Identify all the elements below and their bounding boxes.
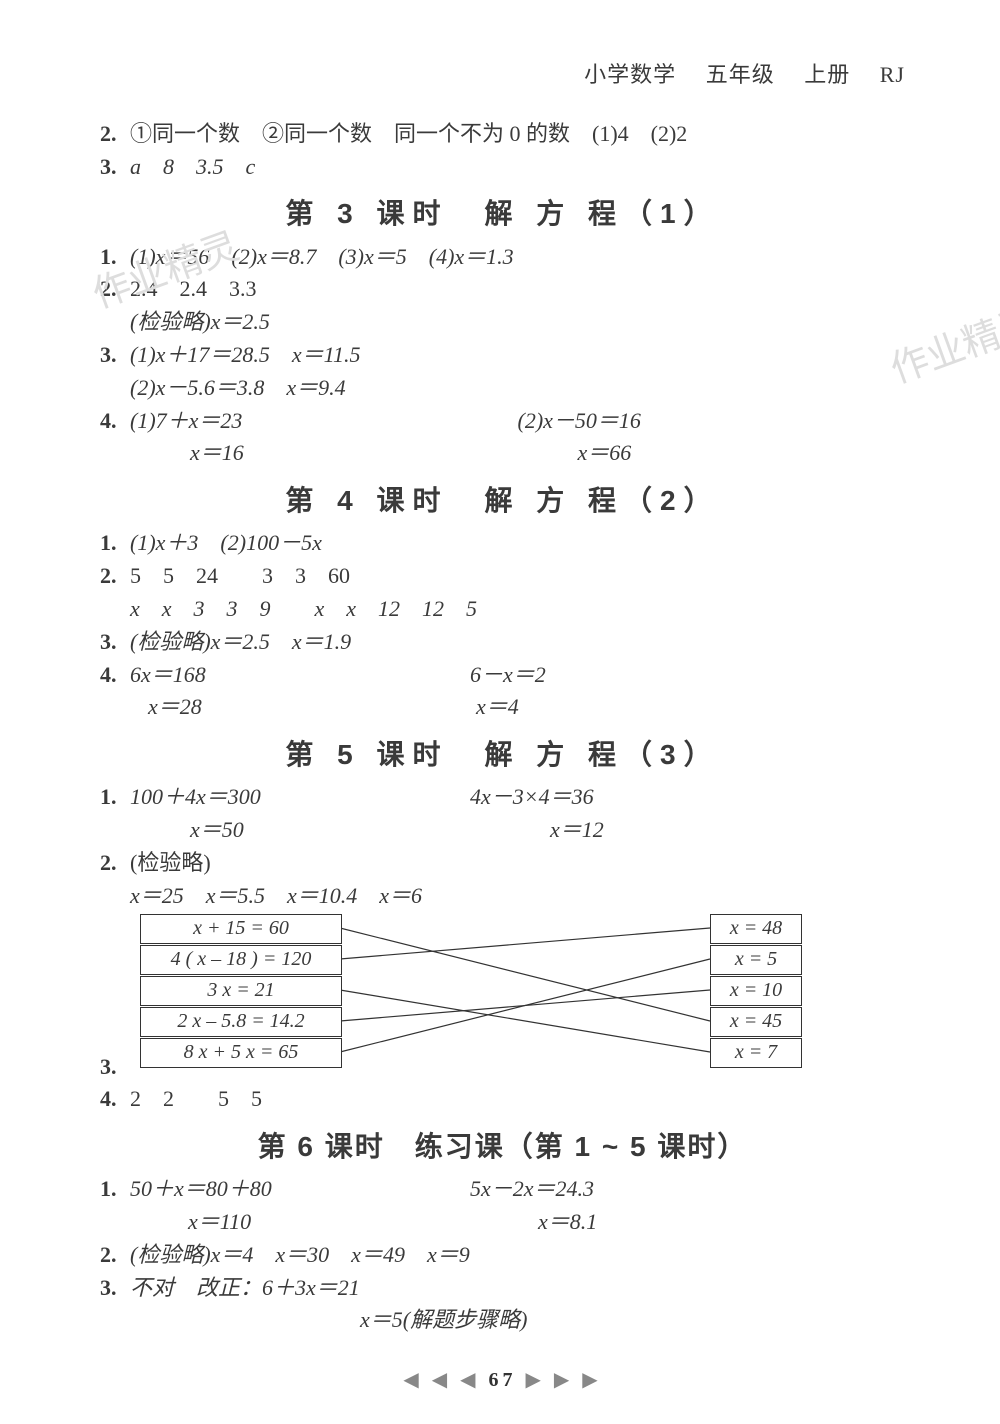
match-right-box: x = 7 [710, 1038, 802, 1068]
answer-text: 5 5 24 3 3 60 [130, 561, 905, 592]
l3-q3b: (2)x－5.6＝3.8 x＝9.4 [100, 373, 905, 404]
header-volume: 上册 [804, 62, 850, 87]
l4-q4-right1: 6－x＝2 [430, 660, 905, 691]
l5-q1: 1. 100＋4x＝300 4x－3×4＝36 [100, 782, 905, 813]
l4-q3: 3. (检验略)x＝2.5 x＝1.9 [100, 627, 905, 658]
l6-q3b: x＝5(解题步骤略) [100, 1305, 905, 1336]
answer-text: a 8 3.5 c [130, 152, 905, 183]
answer-text: 不对 改正：6＋3x＝21 [130, 1273, 905, 1304]
q-number: 3. [100, 1273, 130, 1304]
header-edition: RJ [880, 62, 905, 87]
l5-q1-row2: x＝50 x＝12 [100, 815, 905, 846]
l3-q4-right1: (2)x－50＝16 [518, 406, 906, 437]
l6-q2: 2. (检验略)x＝4 x＝30 x＝49 x＝9 [100, 1240, 905, 1271]
l4-q4-row2: x＝28 x＝4 [100, 692, 905, 723]
match-right-box: x = 48 [710, 914, 802, 944]
q-number: 4. [100, 1084, 130, 1115]
l3-q2b: (检验略)x＝2.5 [100, 307, 905, 338]
prelude-q3: 3. a 8 3.5 c [100, 152, 905, 183]
answer-text: ①同一个数 ②同一个数 同一个不为 0 的数 (1)4 (2)2 [130, 119, 905, 150]
l4-q2: 2. 5 5 24 3 3 60 [100, 561, 905, 592]
answer-text: (1)x＋3 (2)100－5x [130, 528, 905, 559]
l6-q1: 1. 50＋x＝80＋80 5x－2x＝24.3 [100, 1174, 905, 1205]
page-footer: ◀ ◀ ◀ 67 ▶ ▶ ▶ [100, 1366, 905, 1394]
answer-text: 2.4 2.4 3.3 [130, 274, 905, 305]
page-number: 67 [489, 1369, 517, 1391]
answer-text: (检验略) [130, 848, 905, 879]
q-number: 3. [100, 1052, 130, 1083]
answer-text: (检验略)x＝2.5 x＝1.9 [130, 627, 905, 658]
q-number: 3. [100, 152, 130, 183]
l3-q3: 3. (1)x＋17＝28.5 x＝11.5 [100, 340, 905, 371]
q-number: 3. [100, 627, 130, 658]
l5-q1-left1: 100＋4x＝300 [130, 782, 430, 813]
prelude-q2: 2. ①同一个数 ②同一个数 同一个不为 0 的数 (1)4 (2)2 [100, 119, 905, 150]
l4-q4-left1: 6x＝168 [130, 660, 430, 691]
l4-q1: 1. (1)x＋3 (2)100－5x [100, 528, 905, 559]
match-right-box: x = 10 [710, 976, 802, 1006]
q-number: 1. [100, 1174, 130, 1205]
l3-q2: 2. 2.4 2.4 3.3 [100, 274, 905, 305]
q-number: 2. [100, 119, 130, 150]
lesson-5-title: 第 5 课时 解 方 程（3） [100, 735, 905, 774]
page: 小学数学 五年级 上册 RJ 2. ①同一个数 ②同一个数 同一个不为 0 的数… [0, 0, 1000, 1424]
q-number: 2. [100, 561, 130, 592]
q-number: 1. [100, 242, 130, 273]
l5-q2b: x＝25 x＝5.5 x＝10.4 x＝6 [100, 881, 905, 912]
q-number: 4. [100, 406, 130, 437]
lesson-4-title: 第 4 课时 解 方 程（2） [100, 481, 905, 520]
l3-q4: 4. (1)7＋x＝23 (2)x－50＝16 [100, 406, 905, 437]
l6-q3: 3. 不对 改正：6＋3x＝21 [100, 1273, 905, 1304]
l5-q2: 2. (检验略) [100, 848, 905, 879]
l5-q1-right2: x＝12 [490, 815, 905, 846]
l6-q1-right2: x＝8.1 [488, 1207, 905, 1238]
q-number: 1. [100, 782, 130, 813]
l3-q4-row2: x＝16 x＝66 [100, 438, 905, 469]
q-number: 3. [100, 340, 130, 371]
l6-q1-left1: 50＋x＝80＋80 [130, 1174, 430, 1205]
l6-q1-right1: 5x－2x＝24.3 [430, 1174, 905, 1205]
footer-left-arrows: ◀ ◀ ◀ [403, 1369, 479, 1391]
match-left-box: 3 x = 21 [140, 976, 342, 1006]
q-number: 1. [100, 528, 130, 559]
l4-q4-right2: x＝4 [448, 692, 905, 723]
match-left-box: 8 x + 5 x = 65 [140, 1038, 342, 1068]
lesson-6-title: 第 6 课时 练习课（第 1 ~ 5 课时） [100, 1127, 905, 1166]
match-left-box: 2 x – 5.8 = 14.2 [140, 1007, 342, 1037]
l5-q1-left2: x＝50 [130, 815, 490, 846]
l4-q4-left2: x＝28 [130, 692, 448, 723]
l5-q4: 4. 2 2 5 5 [100, 1084, 905, 1115]
q-number: 2. [100, 848, 130, 879]
q-number: 2. [100, 274, 130, 305]
lesson-3-title: 第 3 课时 解 方 程（1） [100, 194, 905, 233]
l3-q4-right2: x＝66 [518, 438, 906, 469]
header-subject: 小学数学 [584, 62, 676, 87]
answer-text: 2 2 5 5 [130, 1084, 905, 1115]
l5-q1-right1: 4x－3×4＝36 [430, 782, 905, 813]
answer-text: (1)x＝56 (2)x＝8.7 (3)x＝5 (4)x＝1.3 [130, 242, 905, 273]
matching-diagram: x + 15 = 604 ( x – 18 ) = 1203 x = 212 x… [140, 914, 820, 1074]
answer-text: (检验略)x＝4 x＝30 x＝49 x＝9 [130, 1240, 905, 1271]
answer-text: (1)x＋17＝28.5 x＝11.5 [130, 340, 905, 371]
header-grade: 五年级 [706, 62, 775, 87]
l4-q4: 4. 6x＝168 6－x＝2 [100, 660, 905, 691]
match-left-box: 4 ( x – 18 ) = 120 [140, 945, 342, 975]
l5-q3: 3. x + 15 = 604 ( x – 18 ) = 1203 x = 21… [100, 914, 905, 1083]
q-number: 2. [100, 1240, 130, 1271]
l3-q4-left1: (1)7＋x＝23 [130, 406, 518, 437]
footer-right-arrows: ▶ ▶ ▶ [526, 1369, 602, 1391]
l6-q1-row2: x＝110 x＝8.1 [100, 1207, 905, 1238]
q-number: 4. [100, 660, 130, 691]
l6-q1-left2: x＝110 [130, 1207, 488, 1238]
l3-q1: 1. (1)x＝56 (2)x＝8.7 (3)x＝5 (4)x＝1.3 [100, 242, 905, 273]
l3-q4-left2: x＝16 [130, 438, 518, 469]
page-header: 小学数学 五年级 上册 RJ [100, 60, 905, 91]
match-left-box: x + 15 = 60 [140, 914, 342, 944]
l4-q2b: x x 3 3 9 x x 12 12 5 [100, 594, 905, 625]
match-right-box: x = 5 [710, 945, 802, 975]
match-right-box: x = 45 [710, 1007, 802, 1037]
